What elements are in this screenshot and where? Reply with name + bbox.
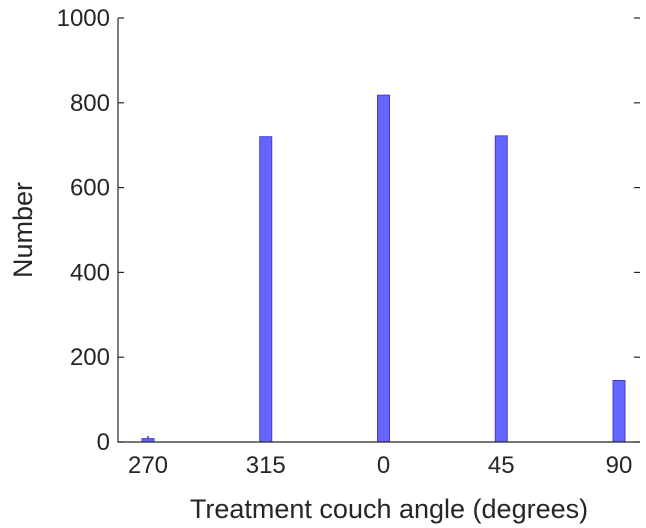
y-tick-label: 0 [97,429,110,456]
bar-45 [494,135,508,443]
y-tick-label: 800 [70,90,110,117]
y-tick-label: 200 [70,344,110,371]
y-tick-label: 400 [70,259,110,286]
axes-frame [117,18,640,443]
bars [141,94,626,443]
bar-0 [377,94,390,443]
y-tick-label: 1000 [57,5,110,32]
x-tick-label: 90 [606,452,633,479]
y-axis-ticks: 0 200 400 600 800 1000 [57,5,640,456]
bar-90 [612,380,626,443]
x-tick-label: 45 [488,452,515,479]
x-tick-label: 0 [377,452,390,479]
x-tick-label: 315 [246,452,286,479]
x-tick-label: 270 [128,452,168,479]
bar-315 [259,136,273,443]
x-axis-label: Treatment couch angle (degrees) [190,494,588,524]
y-axis-label: Number [8,182,38,278]
y-tick-label: 600 [70,175,110,202]
